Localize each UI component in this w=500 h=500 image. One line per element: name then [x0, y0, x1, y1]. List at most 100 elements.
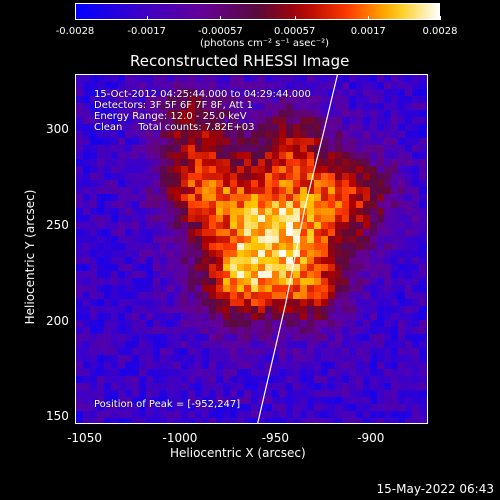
heatmap-cell: [328, 411, 336, 419]
heatmap-cell: [223, 341, 231, 349]
heatmap-cell: [230, 159, 238, 167]
heatmap-cell: [209, 306, 217, 314]
heatmap-cell: [279, 173, 287, 181]
heatmap-cell: [377, 117, 385, 125]
heatmap-cell: [244, 320, 252, 328]
heatmap-cell: [258, 320, 266, 328]
heatmap-cell: [146, 138, 154, 146]
heatmap-cell: [125, 348, 133, 356]
heatmap-cell: [272, 362, 280, 370]
heatmap-cell: [104, 243, 112, 251]
heatmap-cell: [342, 236, 350, 244]
heatmap-cell: [160, 222, 168, 230]
heatmap-cell: [426, 82, 427, 90]
heatmap-cell: [412, 341, 420, 349]
heatmap-cell: [286, 173, 294, 181]
heatmap-cell: [335, 411, 343, 419]
heatmap-cell: [202, 327, 210, 335]
heatmap-cell: [97, 124, 105, 132]
heatmap-cell: [146, 152, 154, 160]
heatmap-cell: [412, 117, 420, 125]
heatmap-cell: [181, 131, 189, 139]
heatmap-cell: [167, 138, 175, 146]
heatmap-cell: [272, 138, 280, 146]
heatmap-cell: [83, 89, 91, 97]
heatmap-cell: [328, 187, 336, 195]
heatmap-cell: [342, 103, 350, 111]
heatmap-cell: [377, 236, 385, 244]
heatmap-cell: [321, 383, 329, 391]
heatmap-cell: [188, 145, 196, 153]
heatmap-cell: [132, 75, 140, 83]
heatmap-cell: [230, 243, 238, 251]
heatmap-cell: [398, 124, 406, 132]
heatmap-cell: [314, 208, 322, 216]
heatmap-cell: [83, 82, 91, 90]
heatmap-cell: [223, 145, 231, 153]
heatmap-cell: [167, 362, 175, 370]
heatmap-cell: [174, 152, 182, 160]
heatmap-cell: [216, 152, 224, 160]
heatmap-cell: [405, 124, 413, 132]
heatmap-cell: [83, 96, 91, 104]
heatmap-cell: [335, 159, 343, 167]
heatmap-cell: [314, 411, 322, 419]
heatmap-cell: [258, 236, 266, 244]
heatmap-cell: [265, 278, 273, 286]
heatmap-cell: [300, 285, 308, 293]
heatmap-cell: [251, 124, 259, 132]
heatmap-cell: [230, 390, 238, 398]
heatmap-cell: [293, 327, 301, 335]
heatmap-cell: [370, 152, 378, 160]
heatmap-cell: [314, 236, 322, 244]
heatmap-cell: [181, 285, 189, 293]
heatmap-cell: [195, 390, 203, 398]
heatmap-cell: [244, 229, 252, 237]
heatmap-cell: [216, 390, 224, 398]
heatmap-cell: [90, 334, 98, 342]
heatmap-cell: [370, 236, 378, 244]
heatmap-cell: [97, 145, 105, 153]
heatmap-cell: [314, 124, 322, 132]
heatmap-cell: [125, 166, 133, 174]
heatmap-cell: [188, 327, 196, 335]
heatmap-cell: [419, 411, 427, 419]
heatmap-cell: [419, 187, 427, 195]
heatmap-cell: [97, 292, 105, 300]
heatmap-cell: [328, 397, 336, 405]
heatmap-cell: [146, 355, 154, 363]
heatmap-cell: [237, 271, 245, 279]
heatmap-cell: [384, 257, 392, 265]
heatmap-cell: [76, 341, 84, 349]
heatmap-cell: [405, 292, 413, 300]
heatmap-cell: [300, 299, 308, 307]
heatmap-cell: [230, 166, 238, 174]
heatmap-cell: [209, 285, 217, 293]
heatmap-cell: [153, 390, 161, 398]
heatmap-cell: [104, 166, 112, 174]
heatmap-cell: [426, 397, 427, 405]
heatmap-cell: [237, 362, 245, 370]
heatmap-cell: [209, 159, 217, 167]
heatmap-cell: [223, 229, 231, 237]
heatmap-cell: [258, 75, 266, 83]
heatmap-cell: [412, 187, 420, 195]
heatmap-cell: [265, 334, 273, 342]
heatmap-cell: [223, 383, 231, 391]
heatmap-cell: [230, 236, 238, 244]
heatmap-cell: [195, 383, 203, 391]
heatmap-cell: [314, 82, 322, 90]
heatmap-cell: [293, 376, 301, 384]
heatmap-cell: [377, 180, 385, 188]
heatmap-cell: [391, 362, 399, 370]
heatmap-cell: [97, 201, 105, 209]
heatmap-cell: [258, 257, 266, 265]
heatmap-cell: [272, 313, 280, 321]
heatmap-cell: [370, 124, 378, 132]
heatmap-cell: [370, 327, 378, 335]
heatmap-cell: [349, 229, 357, 237]
heatmap-cell: [398, 166, 406, 174]
heatmap-cell: [412, 320, 420, 328]
heatmap-cell: [405, 264, 413, 272]
heatmap-cell: [398, 236, 406, 244]
